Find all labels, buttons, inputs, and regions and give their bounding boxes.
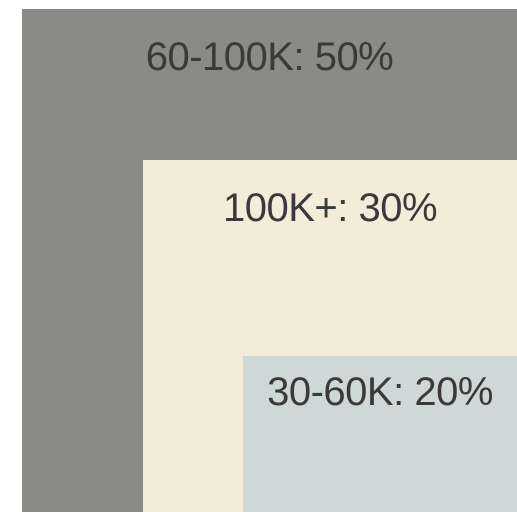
segment-30-60k: 30-60K: 20% bbox=[243, 356, 517, 512]
segment-label-100k-plus: 100K+: 30% bbox=[222, 186, 438, 230]
segment-label-30-60k: 30-60K: 20% bbox=[267, 370, 493, 414]
segment-label-60-100k: 60-100K: 50% bbox=[145, 35, 394, 79]
